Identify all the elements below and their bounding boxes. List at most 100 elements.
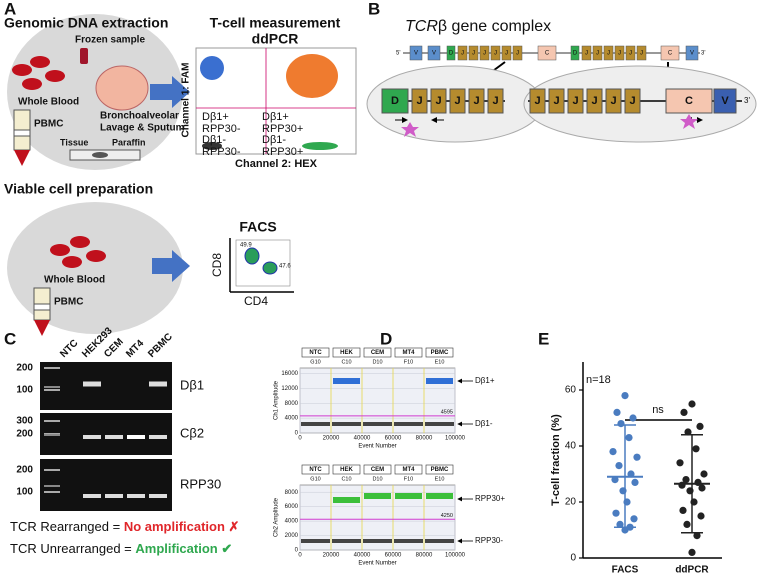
x-tick-label: 20000	[323, 553, 340, 559]
negative-droplets	[363, 539, 392, 543]
ladder-band	[44, 420, 60, 422]
sample-label: HEK	[340, 467, 353, 473]
annotation: n=18	[586, 374, 611, 386]
y-tick-label: 40	[565, 441, 577, 452]
gene-segment	[636, 45, 647, 61]
gene-label: Dβ1	[180, 377, 204, 392]
data-point	[615, 462, 623, 470]
section-title: FACS	[239, 219, 276, 235]
negative-droplets	[301, 539, 330, 543]
gene-segment	[512, 45, 523, 61]
well-label: G10	[310, 476, 320, 482]
data-point	[700, 470, 708, 478]
well-label: G10	[310, 359, 320, 365]
data-point	[616, 520, 624, 529]
gel-band	[149, 435, 167, 439]
data-point	[680, 408, 688, 416]
gene-label: C	[668, 51, 673, 57]
negative-droplets	[394, 422, 423, 426]
x-tick-label: 0	[298, 436, 302, 442]
x-tick-label: ddPCR	[675, 565, 709, 576]
gene-segment	[603, 45, 614, 61]
ladder-band	[44, 434, 60, 436]
data-point	[682, 476, 690, 484]
positive-droplets	[395, 493, 422, 499]
positive-droplets	[426, 378, 453, 384]
y-tick-label: 2000	[285, 533, 299, 539]
gene-label: C	[685, 95, 693, 107]
sample-label: Whole Blood	[18, 97, 79, 108]
sample-header	[425, 347, 454, 358]
positive-droplets	[364, 493, 391, 499]
sample-label: PBMC	[431, 467, 449, 473]
gene-label: J	[494, 51, 497, 57]
gene-segment	[490, 45, 501, 61]
ladder-band	[44, 386, 60, 388]
lane-label: MT4	[124, 338, 146, 360]
blood-cell	[86, 250, 106, 262]
end-label: 3'	[744, 96, 750, 105]
cluster-label: Dβ1+	[475, 376, 495, 385]
ladder-band	[44, 389, 60, 391]
sample-ellipse	[7, 202, 183, 334]
gene-label: J	[596, 51, 599, 57]
threshold-label: 4250	[441, 513, 453, 519]
end-label: 3'	[701, 51, 705, 57]
gel-band	[83, 381, 101, 387]
panel-label: A	[4, 0, 16, 18]
negative-droplets	[301, 422, 330, 426]
quadrant-label: Dβ1-	[202, 134, 226, 146]
y-tick-label: 4000	[285, 519, 299, 525]
cluster	[202, 142, 222, 150]
section-title: TCRβ gene complex	[405, 18, 551, 35]
data-point	[692, 445, 700, 453]
gene-label: J	[534, 95, 540, 107]
y-tick-label: 8000	[285, 490, 299, 496]
data-point	[621, 392, 629, 400]
lane-label: NTC	[58, 338, 80, 360]
legend-result: No amplification ✗	[124, 519, 240, 534]
probe-star	[680, 114, 698, 129]
gel-band	[105, 435, 123, 439]
ladder-label: 100	[16, 385, 33, 396]
sample-label: PBMC	[54, 297, 83, 308]
cluster	[302, 142, 338, 150]
gel-band	[127, 494, 145, 498]
ladder-label: 300	[16, 416, 33, 427]
gene-label: J	[505, 51, 508, 57]
data-point	[676, 459, 684, 467]
panel-label: D	[380, 329, 392, 348]
probe-star	[401, 122, 419, 137]
gene-segment	[427, 45, 441, 61]
gel-band	[83, 494, 101, 498]
gene-segment	[529, 88, 546, 114]
y-tick-label: 60	[565, 385, 577, 396]
section-title: T-cell measurement	[210, 15, 341, 31]
negative-droplets	[332, 539, 361, 543]
gene-label: J	[618, 51, 621, 57]
negative-droplets	[332, 422, 361, 426]
sample-header	[301, 347, 330, 358]
gene-segment	[457, 45, 468, 61]
gene-segment	[624, 88, 641, 114]
data-point	[688, 400, 696, 408]
gene-segment	[614, 45, 625, 61]
gene-segment	[660, 45, 680, 61]
lungs	[95, 65, 149, 111]
facs-cluster	[262, 261, 278, 275]
gene-segment	[570, 45, 580, 61]
gene-label: J	[516, 51, 519, 57]
data-point	[697, 512, 705, 520]
well-label: C10	[341, 359, 351, 365]
axis-label: CD8	[210, 253, 224, 277]
gene-segment	[381, 88, 409, 114]
gene-label: J	[483, 51, 486, 57]
sample-header	[394, 464, 423, 475]
data-point	[630, 515, 638, 523]
quadrant-label: Dβ1+	[202, 111, 229, 123]
gene-label: V	[690, 51, 694, 57]
sample-label: Lavage & Sputum	[100, 123, 185, 134]
gene-segment	[537, 45, 557, 61]
gel-band	[105, 494, 123, 498]
blood-cell	[22, 78, 42, 90]
